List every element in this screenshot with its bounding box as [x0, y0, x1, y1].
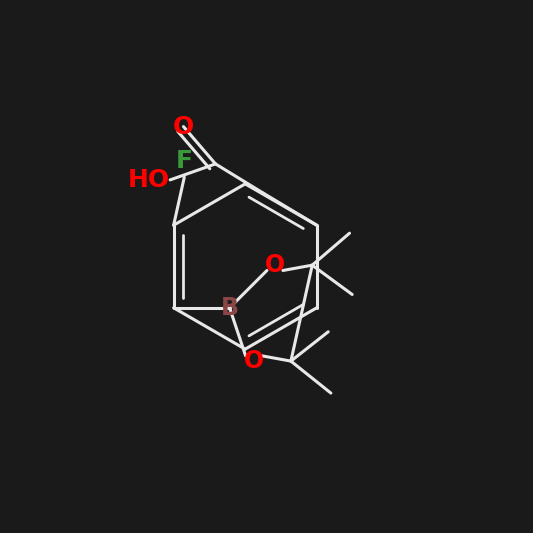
Text: B: B — [221, 296, 239, 320]
Text: O: O — [265, 253, 285, 277]
Text: HO: HO — [128, 168, 170, 192]
Text: F: F — [176, 149, 193, 173]
Text: O: O — [244, 349, 264, 373]
Text: O: O — [173, 115, 194, 139]
